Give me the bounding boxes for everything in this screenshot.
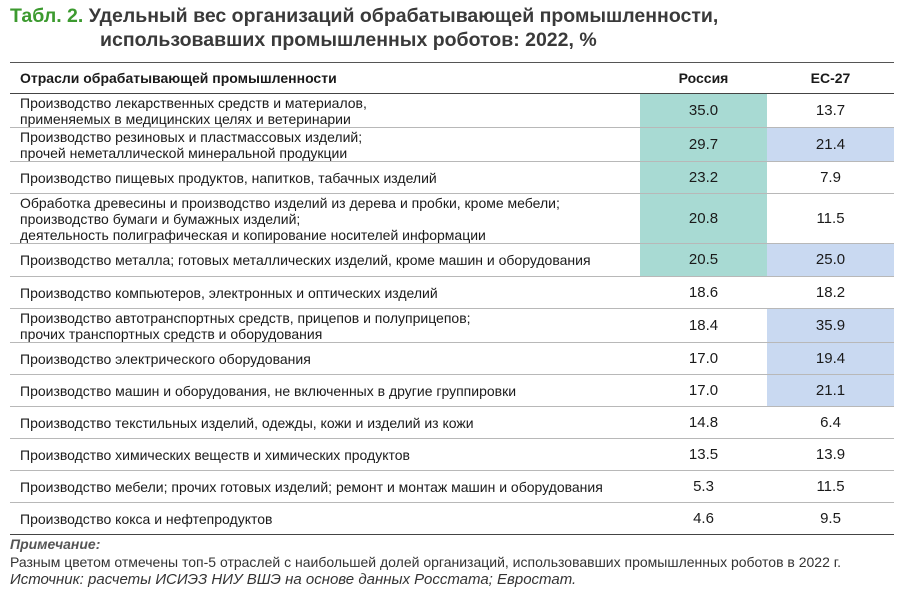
industry-line: прочих транспортных средств и оборудован… xyxy=(20,325,323,342)
eu-value: 13.7 xyxy=(767,93,894,128)
industry-cell: Производство автотранспортных средств, п… xyxy=(10,308,640,343)
russia-value: 5.3 xyxy=(640,470,767,503)
industry-line: Производство металла; готовых металличес… xyxy=(20,252,591,268)
eu-value: 25.0 xyxy=(767,243,894,277)
industry-cell: Производство компьютеров, электронных и … xyxy=(10,276,640,309)
notes: Примечание: Разным цветом отмечены топ-5… xyxy=(10,535,890,589)
industry-cell: Производство мебели; прочих готовых изде… xyxy=(10,470,640,503)
eu-value: 19.4 xyxy=(767,342,894,375)
eu-value: 13.9 xyxy=(767,438,894,471)
russia-value: 17.0 xyxy=(640,342,767,375)
table-row: Производство резиновых и пластмассовых и… xyxy=(10,127,894,162)
table-row: Производство металла; готовых металличес… xyxy=(10,243,894,277)
table-row: Производство кокса и нефтепродуктов 4.6 9.… xyxy=(10,502,894,535)
industry-line: Производство автотранспортных средств, п… xyxy=(20,309,471,326)
eu-value: 11.5 xyxy=(767,470,894,503)
industry-cell: Обработка древесины и производство издел… xyxy=(10,193,640,244)
industry-line: применяемых в медицинских целях и ветери… xyxy=(20,110,351,127)
russia-value: 18.4 xyxy=(640,308,767,343)
industry-cell: Производство электрического оборудования xyxy=(10,342,640,375)
note-text: Разным цветом отмечены топ-5 отраслей с … xyxy=(10,554,842,570)
table-body: Производство лекарственных средств и мат… xyxy=(10,93,894,535)
industry-line: Производство химических веществ и химиче… xyxy=(20,446,410,463)
table-title: Табл. 2. Удельный вес организаций обраба… xyxy=(10,4,890,52)
table-row: Производство химических веществ и химиче… xyxy=(10,438,894,471)
source-text: Источник: расчеты ИСИЭЗ НИУ ВШЭ на основ… xyxy=(10,571,577,588)
russia-value: 20.8 xyxy=(640,193,767,244)
table-row: Производство пищевых продуктов, напитков… xyxy=(10,161,894,194)
header-russia: Россия xyxy=(640,62,767,94)
eu-value: 35.9 xyxy=(767,308,894,343)
industry-line: Производство кокса и нефтепродуктов xyxy=(20,510,273,527)
industry-line: Производство компьютеров, электронных и … xyxy=(20,284,438,301)
table-row: Обработка древесины и производство издел… xyxy=(10,193,894,244)
industry-line: Обработка древесины и производство издел… xyxy=(20,194,560,211)
note-heading: Примечание xyxy=(10,536,96,552)
title-line-1: Удельный вес организаций обрабатывающей … xyxy=(88,5,719,27)
table-row: Производство машин и оборудования, не вк… xyxy=(10,374,894,407)
table-number: Табл. 2. xyxy=(10,5,84,27)
industry-cell: Производство резиновых и пластмассовых и… xyxy=(10,127,640,162)
table-row: Производство текстильных изделий, одежды… xyxy=(10,406,894,439)
industry-line: Производство машин и оборудования, не вк… xyxy=(20,382,517,399)
russia-value: 4.6 xyxy=(640,502,767,535)
industry-line: производство бумаги и бумажных изделий; xyxy=(20,210,301,227)
table-header-row: Отрасли обрабатывающей промышленности Ро… xyxy=(10,62,894,94)
russia-value: 23.2 xyxy=(640,161,767,194)
robots-table: Отрасли обрабатывающей промышленности Ро… xyxy=(10,62,894,535)
table-row: Производство лекарственных средств и мат… xyxy=(10,93,894,128)
eu-value: 18.2 xyxy=(767,276,894,309)
russia-value: 13.5 xyxy=(640,438,767,471)
industry-line: Производство резиновых и пластмассовых и… xyxy=(20,128,363,145)
eu-value: 11.5 xyxy=(767,193,894,244)
eu-value: 9.5 xyxy=(767,502,894,535)
industry-cell: Производство кокса и нефтепродуктов xyxy=(10,502,640,535)
industry-cell: Производство лекарственных средств и мат… xyxy=(10,93,640,128)
russia-value: 14.8 xyxy=(640,406,767,439)
table-row: Производство компьютеров, электронных и … xyxy=(10,276,894,309)
title-line-2: использовавших промышленных роботов: 202… xyxy=(100,29,597,51)
industry-cell: Производство химических веществ и химиче… xyxy=(10,438,640,471)
russia-value: 18.6 xyxy=(640,276,767,309)
industry-line: деятельность полиграфическая и копирован… xyxy=(20,226,486,243)
russia-value: 29.7 xyxy=(640,127,767,162)
header-eu: ЕС-27 xyxy=(767,62,894,94)
header-industry: Отрасли обрабатывающей промышленности xyxy=(10,62,640,94)
industry-line: Производство мебели; прочих готовых изде… xyxy=(20,478,603,495)
industry-cell: Производство металла; готовых металличес… xyxy=(10,243,640,277)
industry-line: прочей неметаллической минеральной проду… xyxy=(20,144,348,161)
eu-value: 7.9 xyxy=(767,161,894,194)
industry-line: Производство текстильных изделий, одежды… xyxy=(20,414,474,431)
industry-cell: Производство машин и оборудования, не вк… xyxy=(10,374,640,407)
eu-value: 21.1 xyxy=(767,374,894,407)
russia-value: 17.0 xyxy=(640,374,767,407)
industry-line: Производство лекарственных средств и мат… xyxy=(20,94,367,111)
industry-line: Производство пищевых продуктов, напитков… xyxy=(20,169,437,186)
industry-cell: Производство пищевых продуктов, напитков… xyxy=(10,161,640,194)
table-row: Производство автотранспортных средств, п… xyxy=(10,308,894,343)
eu-value: 6.4 xyxy=(767,406,894,439)
industry-line: Производство электрического оборудования xyxy=(20,350,311,367)
russia-value: 20.5 xyxy=(640,243,767,277)
eu-value: 21.4 xyxy=(767,127,894,162)
table-row: Производство мебели; прочих готовых изде… xyxy=(10,470,894,503)
table-row: Производство электрического оборудования… xyxy=(10,342,894,375)
industry-cell: Производство текстильных изделий, одежды… xyxy=(10,406,640,439)
russia-value: 35.0 xyxy=(640,93,767,128)
